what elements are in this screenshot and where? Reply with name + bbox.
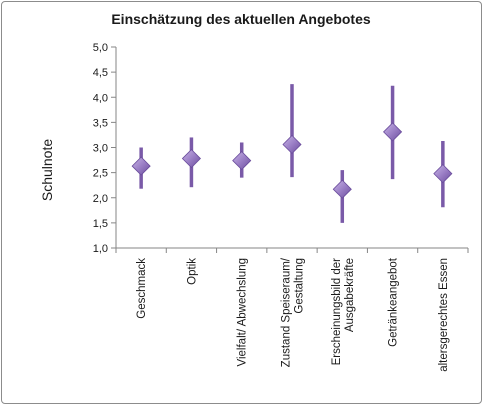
y-axis-label: Schulnote [39, 139, 55, 201]
plot-area: 1,0 1,5 2,0 2,5 3,0 3,5 4,0 4,5 5,0 Geschmack Opti… [93, 42, 469, 372]
x-category-label: Getränkeangebot [388, 257, 400, 347]
y-tick-label: 5,0 [93, 42, 108, 54]
x-category-label: Optik [186, 258, 198, 285]
x-category-label: Zustand Speiseraum/ [281, 257, 293, 367]
data-point-marker [181, 148, 201, 169]
y-tick-label: 4,0 [93, 92, 108, 104]
data-point-marker [131, 156, 151, 176]
x-category-label: Vielfalt/ Abwechslung [237, 258, 249, 366]
y-tick-label: 1,0 [93, 243, 108, 255]
y-tick-label: 3,5 [93, 117, 108, 129]
data-point-marker [232, 150, 252, 171]
data-point-marker [332, 179, 352, 199]
x-category-label: Geschmack [136, 258, 148, 319]
y-tick-label: 3,0 [93, 143, 108, 155]
data-point-marker [282, 134, 302, 155]
y-tick-label: 2,5 [93, 168, 108, 180]
x-category-label: altersgerechtes Essen [438, 258, 450, 372]
y-tick-label: 2,0 [93, 193, 108, 205]
x-category-label: Ausgabekräfte [344, 258, 356, 332]
x-category-label: Erscheinungsbild der [331, 258, 343, 366]
data-point-marker [433, 164, 453, 184]
chart-title: Einschätzung des aktuellen Angebotes [111, 11, 371, 27]
y-tick-label: 1,5 [93, 218, 108, 230]
x-category-label: Gestaltung [294, 258, 306, 314]
data-point-marker [383, 122, 403, 142]
y-tick-label: 4,5 [93, 67, 108, 79]
